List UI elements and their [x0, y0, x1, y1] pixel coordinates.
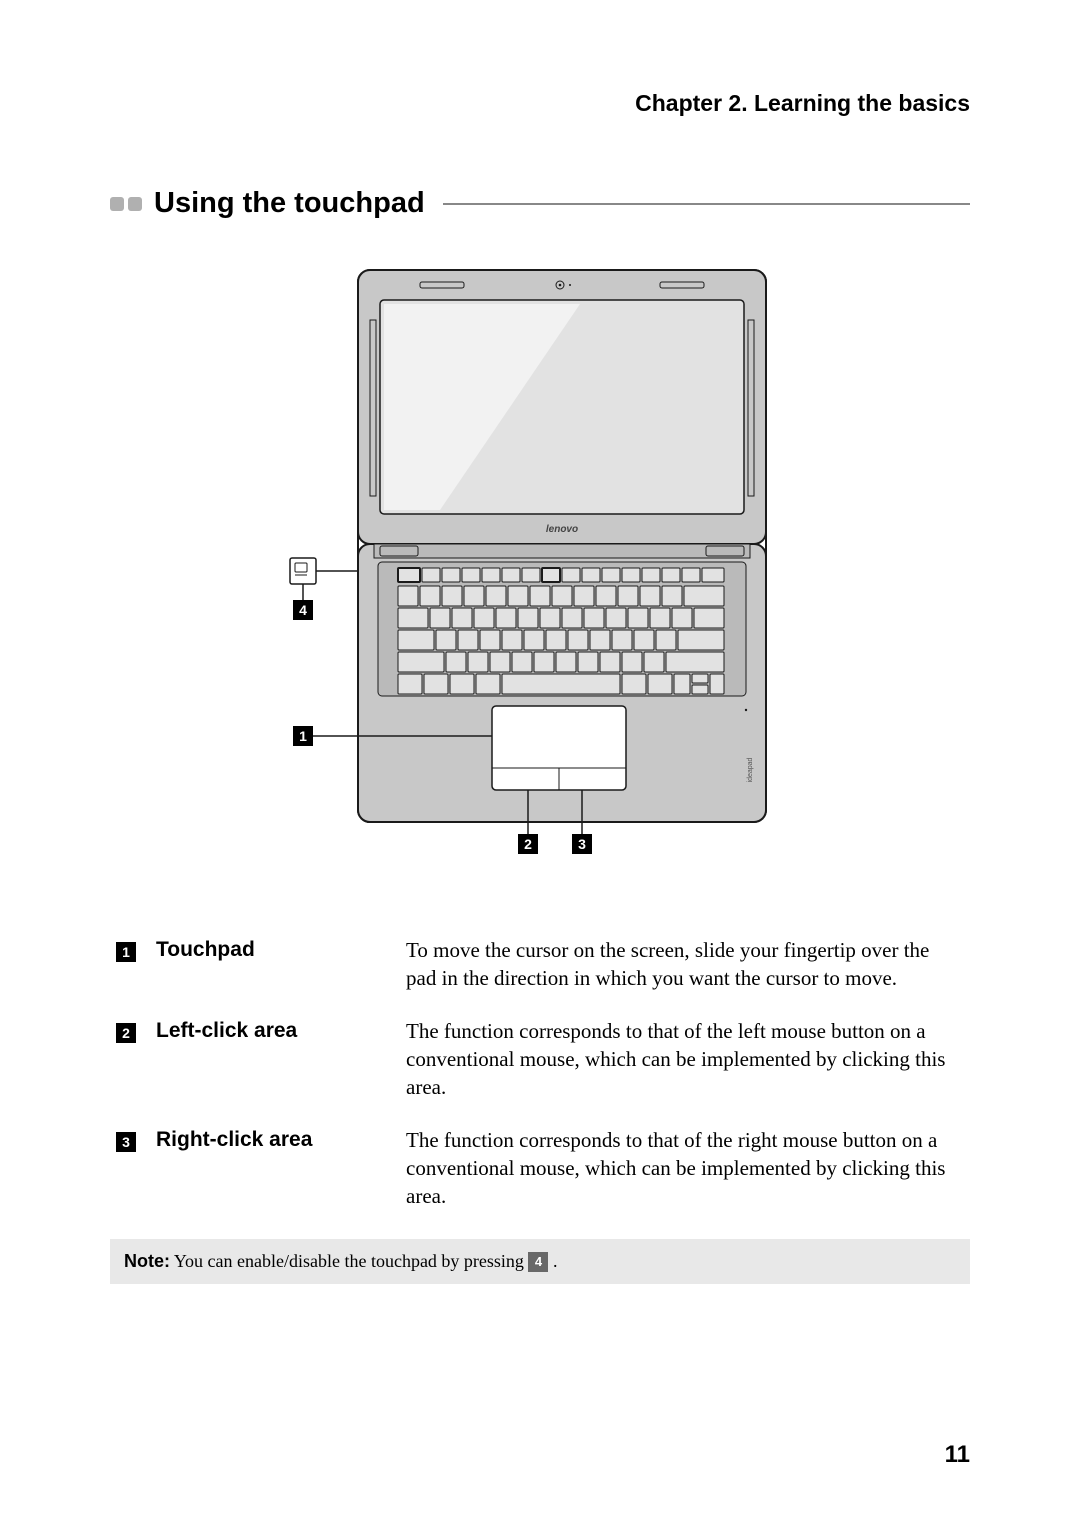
table-row: 1 Touchpad To move the cursor on the scr…	[110, 930, 970, 1011]
item-text: To move the cursor on the screen, slide …	[400, 930, 970, 1011]
bullet-icon	[128, 197, 142, 211]
item-text: The function corresponds to that of the …	[400, 1011, 970, 1120]
keyboard-keys	[398, 568, 724, 694]
svg-text:3: 3	[578, 836, 586, 852]
bullet-icon	[110, 197, 124, 211]
item-label: Left-click area	[150, 1011, 400, 1120]
section-bullets	[110, 197, 142, 211]
svg-text:lenovo: lenovo	[546, 524, 578, 535]
description-table: 1 Touchpad To move the cursor on the scr…	[110, 930, 970, 1229]
callout-badge: 2	[116, 1023, 136, 1043]
svg-text:2: 2	[524, 836, 532, 852]
section-title: Using the touchpad	[154, 187, 425, 220]
note-text-before: You can enable/disable the touchpad by p…	[170, 1251, 528, 1271]
item-text: The function corresponds to that of the …	[400, 1120, 970, 1229]
laptop-diagram: 4 lenovo	[110, 260, 970, 870]
svg-text:ideapad: ideapad	[747, 757, 754, 782]
divider-line	[443, 203, 970, 205]
svg-text:1: 1	[299, 728, 307, 744]
table-row: 2 Left-click area The function correspon…	[110, 1011, 970, 1120]
callout-4-key-icon	[290, 558, 316, 584]
note-label: Note:	[124, 1251, 170, 1271]
laptop-svg: 4 lenovo	[280, 260, 800, 870]
item-label: Right-click area	[150, 1120, 400, 1229]
note-text-after: .	[548, 1251, 557, 1271]
item-label: Touchpad	[150, 930, 400, 1011]
page-number: 11	[945, 1441, 970, 1469]
note-box: Note: You can enable/disable the touchpa…	[110, 1239, 970, 1284]
table-row: 3 Right-click area The function correspo…	[110, 1120, 970, 1229]
chapter-header: Chapter 2. Learning the basics	[110, 90, 970, 117]
callout-badge: 3	[116, 1132, 136, 1152]
section-title-row: Using the touchpad	[110, 187, 970, 220]
inline-callout-badge: 4	[528, 1252, 548, 1272]
svg-text:4: 4	[299, 602, 307, 618]
callout-badge: 1	[116, 942, 136, 962]
